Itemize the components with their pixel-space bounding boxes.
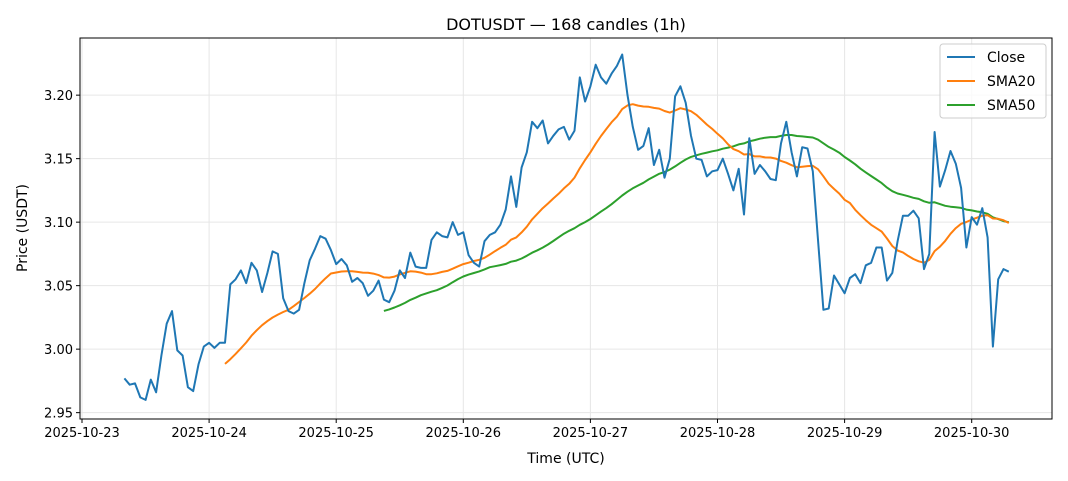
y-tick-label: 3.05 bbox=[44, 280, 73, 295]
legend-label-close: Close bbox=[987, 50, 1025, 66]
chart-title: DOTUSDT — 168 candles (1h) bbox=[446, 15, 686, 34]
x-tick-label: 2025-10-28 bbox=[680, 426, 756, 441]
legend: Close SMA20 SMA50 bbox=[939, 43, 1047, 119]
plot-area-frame bbox=[79, 37, 1053, 420]
y-tick-label: 3.00 bbox=[44, 343, 73, 358]
sma50-line bbox=[383, 134, 1010, 312]
x-tick-label: 2025-10-29 bbox=[807, 426, 883, 441]
x-axis-label: Time (UTC) bbox=[526, 451, 604, 467]
x-tick-label: 2025-10-25 bbox=[298, 426, 374, 441]
x-tick-label: 2025-10-30 bbox=[934, 426, 1010, 441]
legend-box bbox=[939, 43, 1047, 119]
legend-label-sma20: SMA20 bbox=[987, 74, 1035, 90]
series-lines bbox=[123, 53, 1010, 401]
y-tick-label: 3.10 bbox=[44, 216, 73, 231]
x-tick-label: 2025-10-27 bbox=[553, 426, 629, 441]
y-axis-ticks: 2.95 3.00 3.05 3.10 3.15 3.20 bbox=[44, 89, 80, 422]
y-tick-label: 3.20 bbox=[44, 89, 73, 104]
x-tick-label: 2025-10-26 bbox=[426, 426, 502, 441]
y-tick-label: 3.15 bbox=[44, 153, 73, 168]
grid-lines bbox=[80, 38, 1052, 419]
x-tick-label: 2025-10-24 bbox=[171, 426, 247, 441]
sma20-line bbox=[224, 103, 1010, 365]
close-line bbox=[123, 53, 1010, 401]
x-tick-label: 2025-10-23 bbox=[44, 426, 120, 441]
legend-label-sma50: SMA50 bbox=[987, 98, 1035, 114]
x-axis-ticks: 2025-10-23 2025-10-24 2025-10-25 2025-10-26… bbox=[44, 419, 1009, 441]
y-axis-label: Price (USDT) bbox=[15, 184, 31, 272]
y-tick-label: 2.95 bbox=[44, 407, 73, 422]
